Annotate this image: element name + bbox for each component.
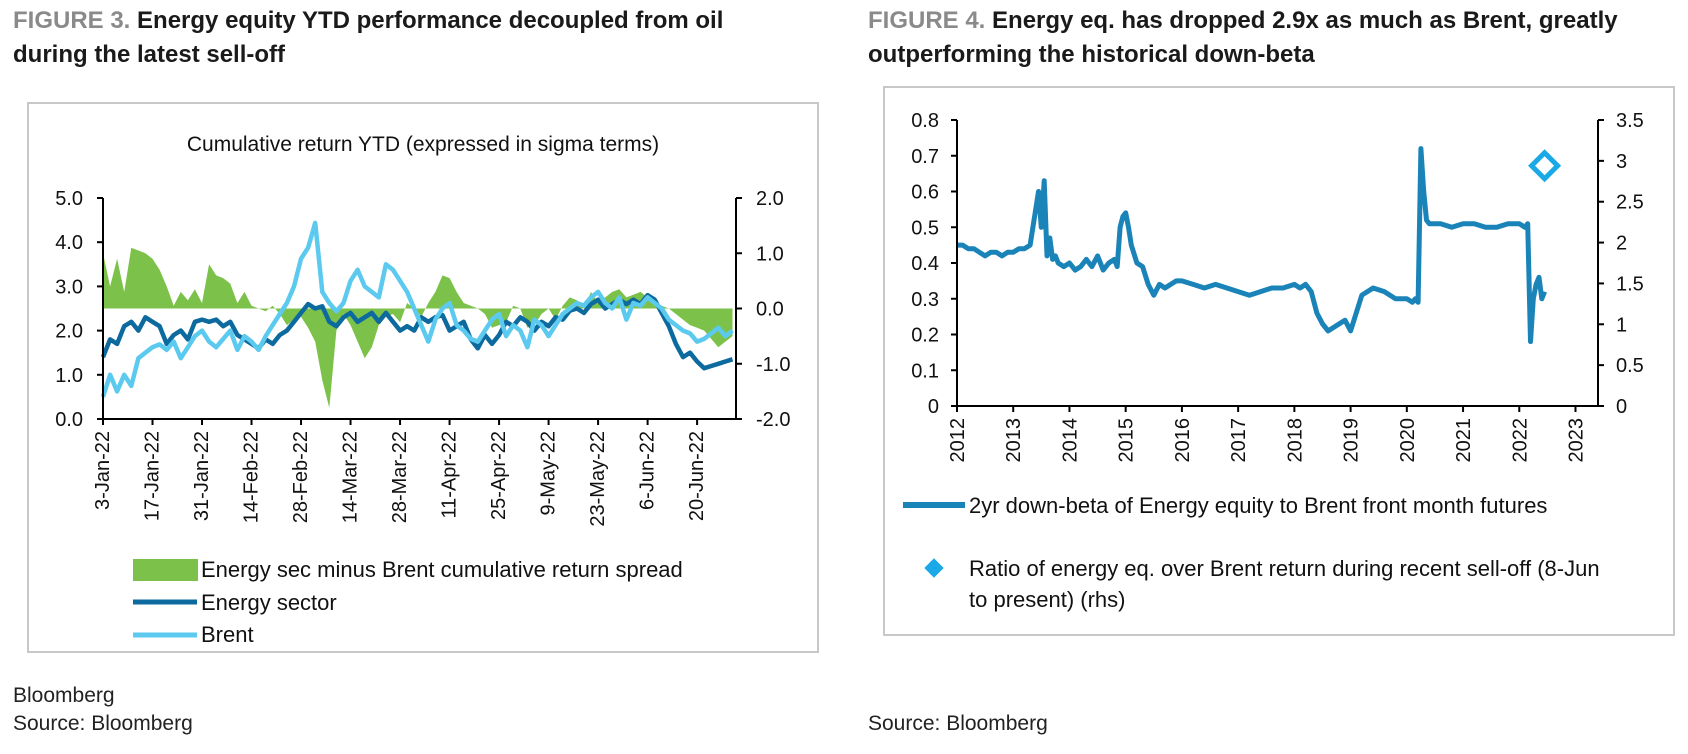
x-tick-label: 31-Jan-22 bbox=[191, 431, 213, 521]
figure-4-source: Source: Bloomberg bbox=[868, 710, 1048, 738]
right-tick-label: -2.0 bbox=[756, 409, 790, 431]
legend-label-spread: Energy sec minus Brent cumulative return… bbox=[201, 557, 683, 582]
x-tick-label: 2015 bbox=[1116, 418, 1138, 463]
x-tick-label: 2016 bbox=[1172, 418, 1194, 463]
legend-swatch-spread bbox=[133, 559, 198, 581]
right-tick-label: 1 bbox=[1616, 314, 1627, 336]
x-tick-label: 2021 bbox=[1453, 418, 1475, 463]
right-tick-label: -1.0 bbox=[756, 354, 790, 376]
x-tick-label: 28-Feb-22 bbox=[290, 431, 312, 523]
right-tick-label: 2.5 bbox=[1616, 192, 1644, 214]
left-tick-label: 0.7 bbox=[911, 146, 939, 168]
legend-label-brent: Brent bbox=[201, 622, 254, 647]
right-tick-label: 0 bbox=[1616, 396, 1627, 418]
x-tick-label: 2018 bbox=[1284, 418, 1306, 463]
x-tick-label: 11-Apr-22 bbox=[439, 431, 461, 518]
x-tick-label: 14-Mar-22 bbox=[340, 431, 362, 523]
legend-swatch-ratio bbox=[924, 558, 944, 578]
left-tick-label: 1.0 bbox=[55, 365, 83, 387]
x-tick-label: 25-Apr-22 bbox=[488, 431, 510, 520]
figure-4-title: FIGURE 4. Energy eq. has dropped 2.9x as… bbox=[868, 4, 1658, 72]
figure-3-source-line-2: Source: Bloomberg bbox=[13, 712, 193, 735]
legend-label-energy: Energy sector bbox=[201, 590, 337, 615]
x-tick-label: 23-May-22 bbox=[587, 431, 609, 527]
brent-line bbox=[100, 220, 734, 398]
x-tick-label: 2019 bbox=[1341, 418, 1363, 463]
left-tick-label: 0.8 bbox=[911, 110, 939, 132]
figure-3-source-line-1: Bloomberg bbox=[13, 684, 115, 707]
x-tick-label: 28-Mar-22 bbox=[389, 431, 411, 523]
left-tick-label: 3.0 bbox=[55, 276, 83, 298]
left-tick-label: 0.5 bbox=[911, 217, 939, 239]
x-tick-label: 2013 bbox=[1003, 418, 1025, 463]
chart-1-legend: Energy sec minus Brent cumulative return… bbox=[133, 557, 683, 647]
left-tick-label: 2.0 bbox=[55, 321, 83, 343]
figure-4-heading: Energy eq. has dropped 2.9x as much as B… bbox=[868, 7, 1618, 68]
x-tick-label: 6-Jun-22 bbox=[637, 431, 659, 510]
left-tick-label: 0.6 bbox=[911, 182, 939, 204]
figure-4-source-line-1: Source: Bloomberg bbox=[868, 712, 1048, 735]
x-tick-label: 3-Jan-22 bbox=[92, 431, 114, 510]
right-tick-label: 2.0 bbox=[756, 188, 784, 210]
left-tick-label: 0.0 bbox=[55, 409, 83, 431]
figure-3-label: FIGURE 3. bbox=[13, 7, 131, 34]
x-tick-label: 2014 bbox=[1059, 418, 1081, 463]
chart-2-axes-group: 0 0.1 0.2 0.3 0.4 0.5 0.6 0.7 0.8 0 0.5 1 1.5 2 2.5 3 3.… bbox=[911, 110, 1644, 463]
energy-sector-line bbox=[100, 292, 734, 371]
left-tick-label: 4.0 bbox=[55, 232, 83, 254]
chart-2-legend: 2yr down-beta of Energy equity to Brent … bbox=[903, 493, 1600, 612]
x-tick-label: 20-Jun-22 bbox=[686, 431, 708, 521]
legend-label-ratio-line-1: Ratio of energy eq. over Brent return du… bbox=[969, 556, 1600, 581]
down-beta-line bbox=[957, 146, 1547, 345]
chart-2-lines-group bbox=[957, 146, 1562, 345]
figure-4-label: FIGURE 4. bbox=[868, 7, 986, 34]
legend-label-down-beta: 2yr down-beta of Energy equity to Brent … bbox=[969, 493, 1547, 518]
left-tick-label: 0.3 bbox=[911, 289, 939, 311]
chart-1-axes-group: 0.0 1.0 2.0 3.0 4.0 5.0 -2.0 -1.0 0.0 1.0 2.0 3-Jan… bbox=[55, 188, 790, 527]
right-tick-label: 0.5 bbox=[1616, 355, 1644, 377]
x-tick-label: 2023 bbox=[1566, 418, 1588, 463]
legend-label-ratio-line-2: to present) (rhs) bbox=[969, 587, 1126, 612]
figure-3-heading: Energy equity YTD performance decoupled … bbox=[13, 7, 724, 68]
left-tick-label: 0.4 bbox=[911, 253, 939, 275]
left-tick-label: 0.1 bbox=[911, 360, 939, 382]
ratio-marker bbox=[1528, 149, 1562, 183]
right-tick-label: 3.5 bbox=[1616, 110, 1644, 132]
x-tick-label: 2022 bbox=[1509, 418, 1531, 463]
right-tick-label: 0.0 bbox=[756, 299, 784, 321]
right-tick-label: 3 bbox=[1616, 151, 1627, 173]
x-tick-label: 9-May-22 bbox=[538, 431, 560, 515]
figure-3-title: FIGURE 3. Energy equity YTD performance … bbox=[13, 4, 783, 72]
right-tick-label: 1.0 bbox=[756, 243, 784, 265]
x-tick-label: 2012 bbox=[947, 418, 969, 463]
x-tick-label: 14-Feb-22 bbox=[241, 431, 263, 523]
x-tick-label: 2017 bbox=[1228, 418, 1250, 463]
left-tick-label: 0 bbox=[928, 396, 939, 418]
chart-1-title: Cumulative return YTD (expressed in sigm… bbox=[187, 133, 659, 156]
x-tick-label: 17-Jan-22 bbox=[142, 431, 164, 521]
left-tick-label: 5.0 bbox=[55, 188, 83, 210]
figure-3-source: Bloomberg Source: Bloomberg bbox=[13, 682, 193, 738]
left-tick-label: 0.2 bbox=[911, 325, 939, 347]
x-tick-label: 2020 bbox=[1397, 418, 1419, 463]
right-tick-label: 2 bbox=[1616, 233, 1627, 255]
right-tick-label: 1.5 bbox=[1616, 273, 1644, 295]
chart-1-lines-group bbox=[100, 220, 734, 398]
